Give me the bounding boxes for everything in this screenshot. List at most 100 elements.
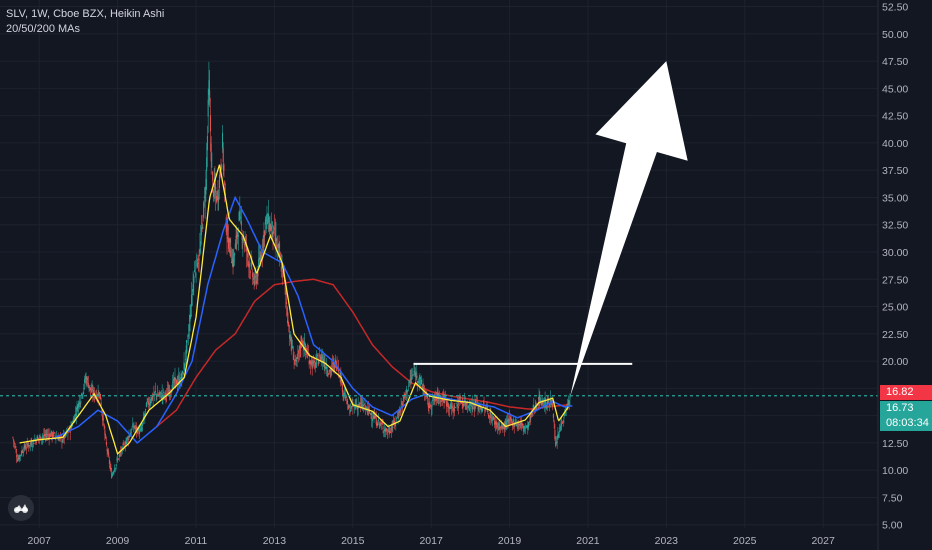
ma200-line [156, 278, 569, 428]
candle-body-487 [379, 424, 381, 425]
candle-body-669 [516, 423, 518, 426]
candle-body-44 [45, 433, 47, 436]
candle-body-107 [93, 390, 95, 394]
candle-body-583 [451, 406, 453, 409]
candle-body-649 [501, 425, 503, 428]
candle-body-247 [198, 258, 200, 261]
candle-body-358 [282, 270, 284, 279]
candle-body-124 [105, 441, 107, 445]
candle-body-559 [433, 399, 435, 401]
candle-body-62 [59, 436, 61, 438]
candle-body-243 [195, 274, 197, 276]
candle-body-117 [100, 402, 102, 407]
candle-body-152 [127, 437, 129, 440]
candle-body-727 [560, 423, 562, 427]
candle-body-292 [232, 259, 234, 268]
candle-body-11 [20, 453, 22, 455]
candle-body-136 [114, 467, 116, 469]
tradingview-logo-icon[interactable] [8, 495, 34, 521]
candle-body-330 [261, 256, 263, 258]
candle-body-409 [320, 355, 322, 360]
candle-body-646 [499, 427, 501, 429]
candle-body-572 [443, 397, 445, 404]
candle-body-680 [525, 427, 527, 429]
candle-body-147 [123, 444, 125, 446]
candle-body-137 [115, 464, 117, 467]
candle-body-395 [310, 362, 312, 365]
candle-body-405 [317, 362, 319, 366]
ma20-line [19, 164, 569, 455]
candle-body-620 [479, 407, 481, 410]
x-tick-label-0: 2007 [28, 535, 52, 547]
candle-body-506 [393, 420, 395, 423]
candle-body-505 [393, 420, 395, 424]
symbol-title[interactable]: SLV, 1W, Cboe BZX, Heikin Ashi [6, 8, 165, 20]
candle-body-37 [40, 436, 42, 441]
candle-body-238 [191, 294, 193, 295]
candle-body-193 [157, 394, 159, 396]
candle-body-160 [133, 426, 135, 428]
candle-body-643 [497, 425, 499, 427]
candle-body-211 [171, 391, 173, 393]
candle-body-384 [301, 341, 303, 346]
candle-body-139 [117, 458, 119, 460]
candle-body-388 [304, 344, 306, 350]
candle-body-290 [231, 261, 233, 264]
candle-body-343 [270, 226, 272, 231]
candle-body-89 [79, 403, 81, 405]
candle-body-728 [561, 422, 563, 424]
candle-body-427 [334, 363, 336, 369]
candle-body-323 [255, 280, 257, 284]
candle-body-362 [285, 290, 287, 295]
candle-body-662 [511, 419, 513, 421]
candle-body-711 [548, 398, 550, 403]
candle-body-674 [520, 422, 522, 425]
candle-body-246 [197, 262, 199, 264]
candle-body-121 [103, 424, 105, 428]
candle-body-502 [390, 427, 392, 431]
candle-body-320 [253, 281, 255, 285]
candle-body-19 [26, 442, 28, 445]
candle-body-401 [314, 364, 316, 369]
candle-body-184 [151, 397, 153, 401]
candle-body-491 [382, 426, 384, 430]
candle-body-466 [363, 407, 365, 408]
candle-body-363 [286, 301, 288, 304]
candle-body-219 [177, 381, 179, 383]
candle-body-21 [28, 446, 30, 447]
candle-body-533 [414, 372, 416, 375]
candle-body-379 [298, 350, 300, 353]
candle-body-622 [481, 408, 483, 411]
candle-body-606 [469, 407, 471, 410]
candle-body-688 [531, 410, 533, 416]
candle-body-560 [434, 398, 436, 400]
candle-body-671 [518, 423, 520, 426]
candle-body-240 [193, 276, 195, 284]
candle-body-2 [13, 442, 15, 444]
candle-body-514 [399, 409, 401, 412]
candle-body-47 [47, 434, 49, 436]
candle-body-390 [306, 355, 308, 357]
candle-body-281 [224, 181, 226, 186]
candle-body-584 [452, 412, 454, 413]
x-tick-label-1: 2009 [106, 535, 130, 547]
candle-body-45 [46, 435, 48, 437]
candle-body-495 [385, 429, 387, 430]
candle-body-10 [19, 455, 21, 456]
candle-body-398 [312, 361, 314, 364]
candle-body-603 [466, 406, 468, 408]
candle-body-82 [74, 414, 76, 421]
candle-body-373 [293, 359, 295, 361]
candle-body-657 [507, 419, 509, 422]
y-tick-label-2: 10.00 [882, 465, 908, 477]
candle-body-187 [153, 394, 155, 396]
indicators-label[interactable]: 20/50/200 MAs [6, 23, 80, 35]
candle-body-317 [251, 262, 253, 265]
candle-body-717 [552, 413, 554, 419]
candle-body-724 [558, 434, 560, 436]
candle-body-547 [424, 393, 426, 394]
candle-body-353 [278, 243, 280, 248]
candle-body-444 [347, 400, 349, 405]
candle-body-324 [256, 273, 258, 280]
